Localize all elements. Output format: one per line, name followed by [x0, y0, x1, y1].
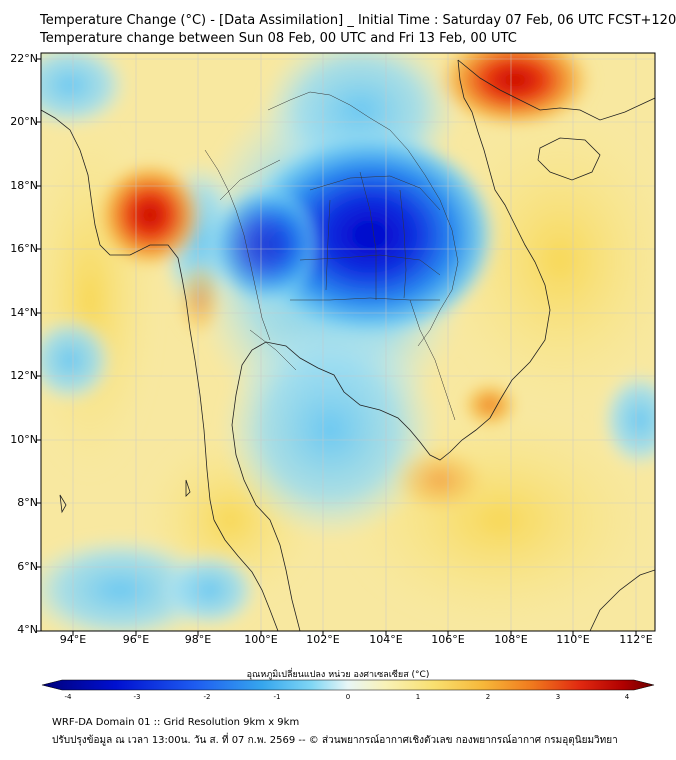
- lon-label: 94°E: [59, 633, 87, 646]
- colorbar-tick: 3: [555, 693, 561, 701]
- graticule: [41, 53, 655, 631]
- footer-line1: WRF-DA Domain 01 :: Grid Resolution 9km …: [52, 717, 300, 728]
- lat-label: 14°N: [10, 306, 38, 319]
- lat-label: 12°N: [10, 369, 38, 382]
- lat-label: 6°N: [17, 560, 38, 573]
- colorbar: [41, 679, 655, 691]
- lon-label: 98°E: [184, 633, 212, 646]
- lon-label: 106°E: [431, 633, 465, 646]
- colorbar-label: อุณหภูมิเปลี่ยนแปลง หน่วย องศาเซลเซียส (…: [246, 670, 430, 680]
- temperature-field: [41, 53, 655, 631]
- lat-label: 10°N: [10, 433, 38, 446]
- axis-ticks: [36, 58, 637, 636]
- lon-label: 110°E: [556, 633, 590, 646]
- colorbar-tick: -2: [203, 693, 211, 701]
- lon-label: 104°E: [369, 633, 403, 646]
- borders: [204, 91, 459, 421]
- colorbar-tick: 4: [624, 693, 630, 701]
- lat-label: 22°N: [10, 52, 38, 65]
- colorbar-tick: -3: [133, 693, 141, 701]
- lon-label: 102°E: [306, 633, 340, 646]
- lon-label: 100°E: [244, 633, 278, 646]
- lat-label: 8°N: [17, 496, 38, 509]
- lat-label: 4°N: [17, 623, 38, 636]
- colorbar-tick: 1: [415, 693, 421, 701]
- footer-line2: ปรับปรุงข้อมูล ณ เวลา 13:00น. วัน ส. ที่…: [52, 735, 618, 746]
- lat-label: 16°N: [10, 242, 38, 255]
- colorbar-tick: 0: [345, 693, 351, 701]
- lon-label: 108°E: [494, 633, 528, 646]
- lat-label: 18°N: [10, 179, 38, 192]
- lon-label: 112°E: [619, 633, 653, 646]
- colorbar-tick: -4: [64, 693, 72, 701]
- chart-title-line1: Temperature Change (°C) - [Data Assimila…: [40, 13, 676, 28]
- lat-label: 20°N: [10, 115, 38, 128]
- colorbar-tick: 2: [485, 693, 491, 701]
- colorbar-tick: -1: [273, 693, 281, 701]
- map-frame: [40, 52, 656, 632]
- chart-title-line2: Temperature change between Sun 08 Feb, 0…: [40, 31, 517, 46]
- coastlines: [41, 59, 655, 631]
- lon-label: 96°E: [122, 633, 150, 646]
